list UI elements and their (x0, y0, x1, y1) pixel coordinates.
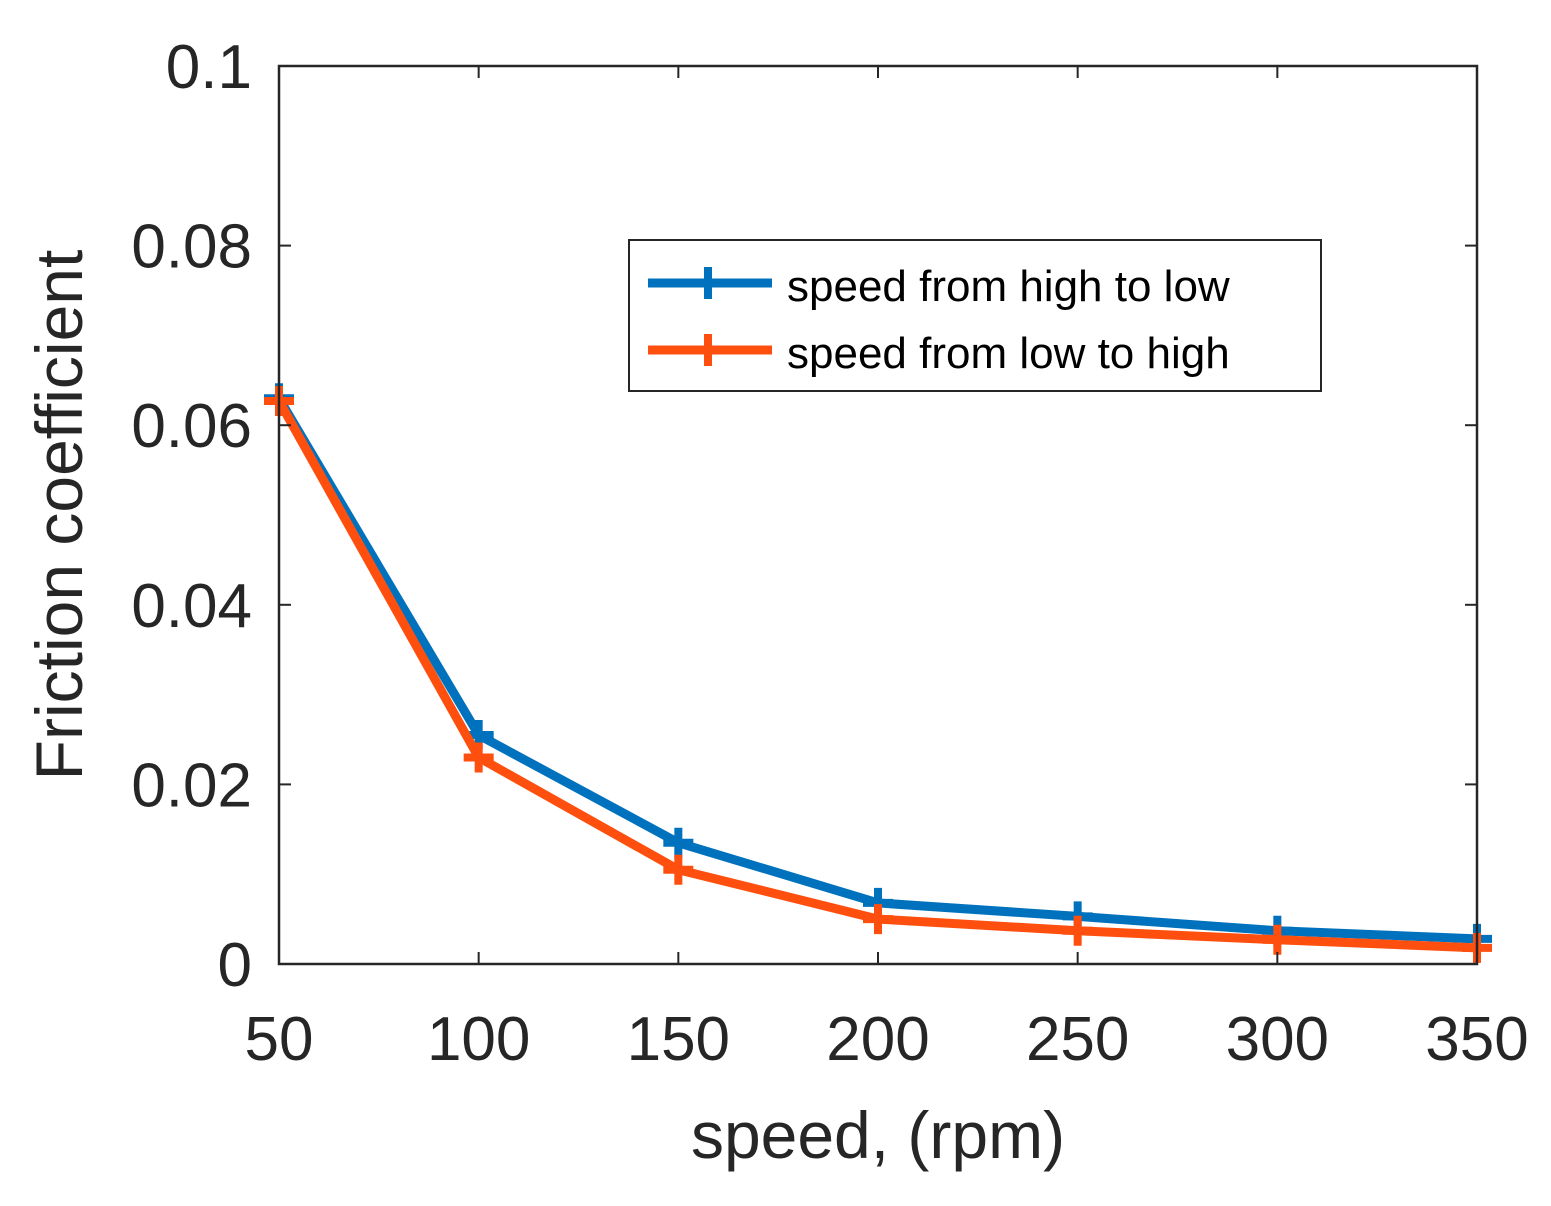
legend-box (628, 239, 1322, 392)
x-tick-label: 250 (1026, 1005, 1129, 1074)
legend-label-low-to-high: speed from low to high (787, 329, 1230, 378)
y-tick-label: 0.06 (131, 392, 252, 461)
x-tick-labels: 50 100 150 200 250 300 350 (245, 1005, 1529, 1074)
legend-marker-high-to-low (692, 267, 724, 299)
data-point-speed-from-low-to-high (1262, 924, 1293, 955)
x-tick-label: 100 (427, 1005, 530, 1074)
data-point-speed-from-low-to-high (463, 742, 494, 773)
tick-marks (278, 65, 1478, 965)
y-axis-title: Friction coefficient (22, 250, 96, 781)
data-point-speed-from-high-to-low (663, 827, 694, 858)
plot-background (279, 66, 1477, 964)
legend-label-high-to-low: speed from high to low (787, 262, 1230, 311)
x-tick-label: 50 (245, 1005, 314, 1074)
data-point-speed-from-low-to-high (1062, 915, 1093, 946)
y-tick-label: 0.02 (131, 751, 252, 820)
x-axis-title: speed, (rpm) (691, 1098, 1065, 1172)
y-tick-label: 0.04 (131, 572, 252, 641)
data-point-speed-from-low-to-high (863, 904, 893, 935)
x-tick-label: 150 (627, 1005, 730, 1074)
x-tick-label: 300 (1226, 1005, 1329, 1074)
series-layer (264, 383, 1492, 963)
y-tick-label: 0 (218, 931, 252, 1000)
x-tick-label: 350 (1425, 1005, 1528, 1074)
y-tick-labels: 0 0.02 0.04 0.06 0.08 0.1 (131, 33, 252, 1000)
legend-marker-low-to-high (692, 334, 724, 366)
legend: speed from high to low speed from low to… (628, 239, 1322, 392)
x-tick-label: 200 (826, 1005, 929, 1074)
y-tick-label: 0.1 (166, 33, 252, 102)
y-tick-label: 0.08 (131, 213, 252, 282)
data-point-speed-from-low-to-high (663, 854, 694, 885)
